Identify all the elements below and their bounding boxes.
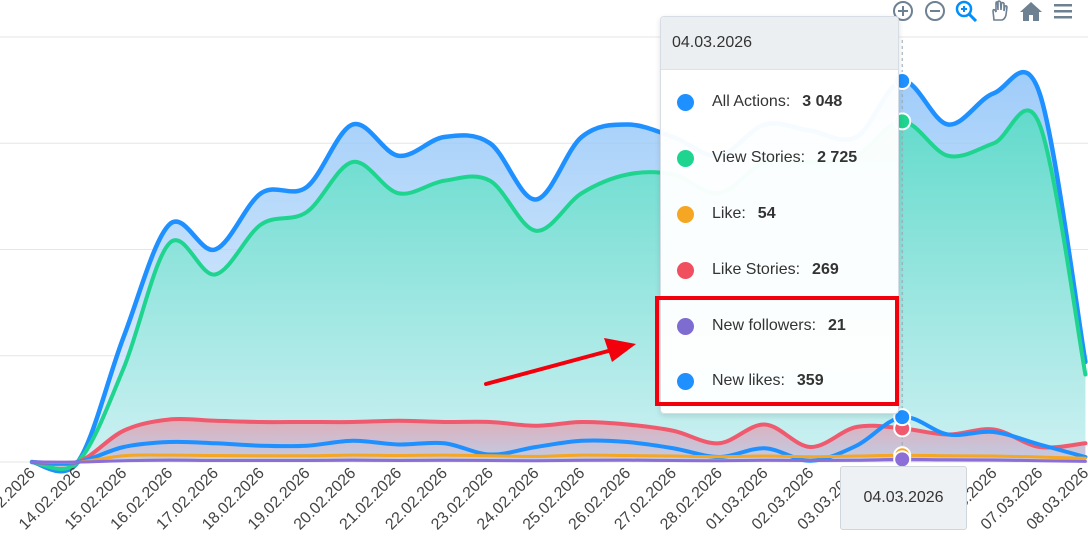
series-marker-icon <box>677 372 694 390</box>
tooltip-item-new-likes: New likes: 359 <box>677 369 824 393</box>
tooltip-date: 04.03.2026 <box>661 17 898 70</box>
tooltip-label: New likes: <box>712 372 785 389</box>
tooltip-value: 54 <box>757 205 776 222</box>
tooltip-value: 3 048 <box>802 93 843 110</box>
tooltip-label: View Stories: <box>712 149 806 166</box>
chart-toolbar <box>890 0 1088 22</box>
tooltip-value: 21 <box>828 317 846 334</box>
tooltip-label: Like Stories: <box>712 261 801 278</box>
zoom-out-icon[interactable] <box>922 0 948 22</box>
tooltip-label: All Actions: <box>712 93 791 110</box>
series-marker-icon <box>677 261 694 279</box>
data-tooltip: 04.03.2026 All Actions: 3 048 View Stori… <box>660 16 899 414</box>
series-marker-icon <box>677 317 694 335</box>
series-marker-icon <box>677 205 694 223</box>
zoom-select-icon[interactable] <box>954 0 980 22</box>
menu-icon[interactable] <box>1050 0 1076 22</box>
tooltip-item-new-followers: New followers: 21 <box>677 314 846 338</box>
tooltip-label: Like: <box>712 205 746 222</box>
line-view-stories <box>30 108 1088 471</box>
tooltip-item-all-actions: All Actions: 3 048 <box>677 90 842 114</box>
series-marker-icon <box>677 149 694 167</box>
tooltip-label: New followers: <box>712 317 817 334</box>
tooltip-item-view-stories: View Stories: 2 725 <box>677 146 857 170</box>
line-all-actions <box>29 69 1088 474</box>
annotation-arrow <box>484 338 636 386</box>
series-areas <box>32 72 1086 472</box>
zoom-in-icon[interactable] <box>890 0 916 22</box>
tooltip-value: 2 725 <box>817 149 858 166</box>
x-axis-tooltip: 04.03.2026 <box>840 466 967 530</box>
home-reset-icon[interactable] <box>1018 0 1044 22</box>
hover-point-new-likes[interactable] <box>893 408 912 427</box>
tooltip-value: 269 <box>812 261 839 278</box>
tooltip-item-like: Like: 54 <box>677 202 776 226</box>
annotation-highlight-box <box>655 296 899 406</box>
series-marker-icon <box>677 93 694 111</box>
area-view-stories <box>32 110 1086 469</box>
tooltip-item-like-stories: Like Stories: 269 <box>677 258 839 282</box>
tooltip-value: 359 <box>796 372 824 389</box>
pan-hand-icon[interactable] <box>986 0 1012 22</box>
